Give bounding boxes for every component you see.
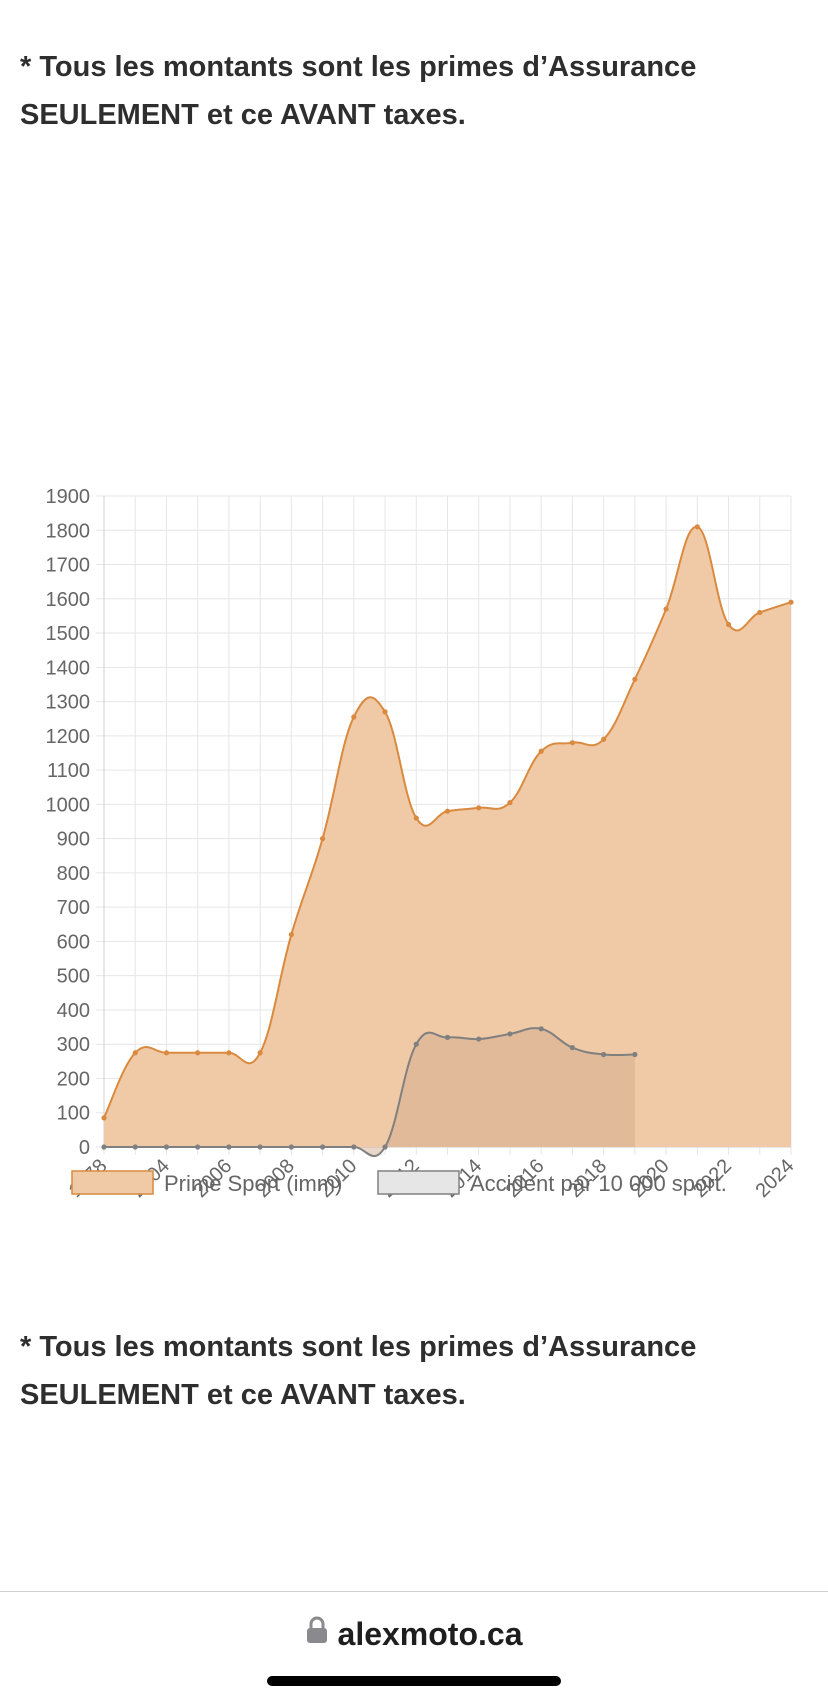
data-point-prime-sport bbox=[288, 931, 294, 938]
data-point-prime-sport bbox=[444, 808, 451, 814]
y-tick-label: 0 bbox=[79, 1137, 90, 1159]
data-point-accident bbox=[319, 1144, 326, 1150]
data-point-accident bbox=[538, 1026, 544, 1032]
y-tick-label: 1200 bbox=[46, 726, 91, 748]
x-tick-label: 2024 bbox=[752, 1155, 799, 1202]
y-tick-label: 500 bbox=[57, 966, 90, 988]
y-tick-label: 1400 bbox=[46, 657, 91, 679]
data-point-prime-sport bbox=[569, 740, 576, 746]
data-point-prime-sport bbox=[413, 815, 419, 821]
legend-prime-label: Prime Sport (imm) bbox=[164, 1171, 342, 1196]
data-point-prime-sport bbox=[694, 524, 700, 530]
data-point-prime-sport bbox=[507, 800, 513, 806]
data-point-accident bbox=[382, 1144, 388, 1150]
data-point-accident bbox=[507, 1031, 513, 1037]
y-tick-label: 900 bbox=[57, 829, 90, 851]
insurance-note-top: * Tous les montants sont les primes d’As… bbox=[20, 51, 697, 131]
data-point-accident bbox=[163, 1144, 170, 1150]
y-tick-label: 400 bbox=[57, 1000, 90, 1022]
data-point-prime-sport bbox=[319, 836, 326, 842]
y-tick-label: 1000 bbox=[46, 794, 91, 816]
url-row[interactable]: alexmoto.ca bbox=[0, 1614, 828, 1657]
data-point-prime-sport bbox=[163, 1050, 170, 1056]
data-point-prime-sport bbox=[132, 1050, 138, 1056]
data-point-prime-sport bbox=[257, 1050, 263, 1056]
y-tick-label: 200 bbox=[57, 1068, 90, 1090]
lock-icon bbox=[306, 1613, 328, 1653]
data-point-prime-sport bbox=[101, 1115, 107, 1121]
chart-legend: Prime Sport (imm) Accident par 10 000 spo… bbox=[71, 1170, 727, 1196]
data-point-accident bbox=[288, 1144, 294, 1150]
legend-accident-label: Accident par 10 000 sport. bbox=[470, 1171, 727, 1196]
series-accident bbox=[101, 1026, 638, 1158]
y-tick-label: 1700 bbox=[46, 555, 91, 577]
y-tick-label: 1500 bbox=[46, 623, 91, 645]
browser-address-bar[interactable]: alexmoto.ca bbox=[0, 1591, 828, 1697]
y-tick-label: 300 bbox=[57, 1034, 90, 1056]
insurance-note-bottom: * Tous les montants sont les primes d’As… bbox=[20, 1331, 697, 1411]
data-point-prime-sport bbox=[632, 676, 638, 682]
data-point-accident bbox=[101, 1144, 107, 1150]
y-tick-label: 800 bbox=[57, 863, 90, 885]
y-tick-label: 1900 bbox=[46, 486, 91, 508]
data-point-prime-sport bbox=[226, 1050, 232, 1056]
data-point-accident bbox=[632, 1051, 638, 1058]
data-point-accident bbox=[413, 1041, 419, 1047]
data-point-accident bbox=[476, 1036, 482, 1042]
data-point-prime-sport bbox=[725, 621, 732, 628]
y-tick-label: 1600 bbox=[46, 589, 91, 611]
y-tick-label: 700 bbox=[57, 897, 90, 919]
data-point-accident bbox=[351, 1144, 357, 1150]
series-area-accident bbox=[104, 1028, 635, 1157]
data-point-prime-sport bbox=[476, 805, 482, 811]
series-area-prime-sport bbox=[104, 526, 791, 1147]
url-text[interactable]: alexmoto.ca bbox=[337, 1616, 523, 1652]
home-indicator[interactable] bbox=[267, 1676, 561, 1686]
series-prime-sport bbox=[101, 524, 794, 1147]
data-point-prime-sport bbox=[788, 599, 794, 605]
data-point-accident bbox=[132, 1144, 138, 1150]
data-point-accident bbox=[226, 1144, 232, 1150]
data-point-prime-sport bbox=[382, 709, 388, 715]
data-point-accident bbox=[195, 1144, 201, 1150]
data-point-accident bbox=[569, 1045, 576, 1051]
y-tick-label: 100 bbox=[57, 1103, 90, 1125]
y-tick-label: 1100 bbox=[47, 760, 90, 782]
premium-chart: 0 100 200 300 400 500 600 700 800 900 1000 1100 1200… bbox=[0, 480, 828, 1280]
y-tick-label: 1300 bbox=[46, 692, 91, 714]
data-point-accident bbox=[257, 1144, 263, 1150]
data-point-prime-sport bbox=[757, 609, 763, 616]
data-point-accident bbox=[444, 1034, 451, 1040]
data-point-prime-sport bbox=[351, 714, 357, 720]
data-point-prime-sport bbox=[538, 748, 544, 754]
data-point-prime-sport bbox=[663, 606, 669, 612]
data-point-prime-sport bbox=[195, 1050, 201, 1056]
data-point-prime-sport bbox=[601, 736, 607, 742]
chart-canvas: 0 100 200 300 400 500 600 700 800 900 1000 1100 1200… bbox=[46, 486, 799, 1202]
y-tick-label: 600 bbox=[57, 931, 90, 953]
data-point-accident bbox=[601, 1051, 607, 1058]
legend-prime-swatch bbox=[71, 1170, 154, 1195]
y-tick-label: 1800 bbox=[46, 520, 91, 542]
legend-accident-swatch bbox=[377, 1170, 460, 1195]
